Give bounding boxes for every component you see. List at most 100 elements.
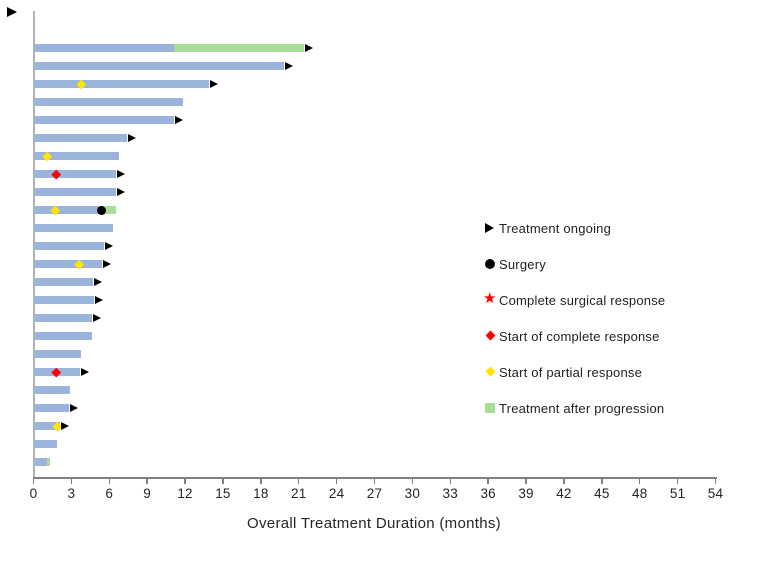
treatment-bar [33,404,69,412]
x-tick [108,478,111,484]
treatment-bar [33,116,174,124]
x-tick [714,478,717,484]
x-tick-label: 12 [177,486,193,501]
legend-label: Start of partial response [499,364,643,380]
x-tick-label: 54 [707,486,724,501]
x-tick-label: 27 [366,486,383,501]
treatment-bar [33,260,102,268]
x-tick [525,478,527,484]
x-tick [601,478,603,484]
treatment-bar [33,134,127,142]
legend-item: Surgery [484,255,546,273]
treatment-ongoing-arrow-icon [69,403,78,412]
x-tick-label: 39 [518,486,534,501]
treatment-bar [33,332,92,340]
mouse-cursor-icon [7,7,17,17]
treatment-ongoing-arrow-icon [95,295,104,304]
legend-label: Surgery [499,256,546,272]
legend-item: Treatment ongoing [484,219,611,237]
legend-label: Complete surgical response [499,292,666,308]
treatment-bar [33,350,82,358]
progression-bar [173,44,304,52]
treatment-bar [33,440,58,448]
treatment-bar [33,98,183,106]
x-tick-label: 48 [632,486,648,501]
treatment-ongoing-arrow-icon [105,241,114,250]
treatment-ongoing-arrow-icon [116,169,125,178]
x-tick [373,478,376,484]
legend-item: Treatment after progression [484,399,664,417]
treatment-bar [33,44,174,52]
treatment-bar [33,206,105,214]
x-tick [487,478,489,484]
treatment-bar [33,152,120,160]
x-tick-label: 15 [215,486,231,501]
treatment-bar [33,188,116,196]
treatment-bar [33,278,93,286]
legend-diamond-icon [484,365,498,379]
x-tick [297,478,300,484]
legend-label: Start of complete response [499,328,660,344]
x-tick [449,478,452,484]
treatment-ongoing-arrow-icon [210,79,219,88]
treatment-bar [33,386,71,394]
legend-item: ★ Complete surgical response [483,291,666,309]
x-tick-label: 51 [669,486,686,501]
treatment-ongoing-arrow-icon [304,43,313,52]
treatment-bar [33,422,61,430]
x-tick [335,478,338,484]
x-tick-label: 45 [594,486,610,501]
legend-label: Treatment after progression [499,400,665,416]
x-tick-label: 30 [404,486,421,501]
x-tick-label: 6 [105,486,114,501]
legend-item: Start of complete response [484,327,660,345]
treatment-ongoing-arrow-icon [116,187,125,196]
x-tick-label: 18 [253,486,269,501]
x-tick-label: 33 [442,486,458,501]
x-tick [70,478,73,484]
progression-bar [104,206,116,214]
x-tick-label: 0 [29,486,38,501]
x-tick [184,478,186,484]
x-tick-label: 24 [328,486,345,501]
treatment-ongoing-arrow-icon [127,133,136,142]
treatment-ongoing-arrow-icon [92,313,101,322]
treatment-bar [33,224,114,232]
x-tick-label: 21 [291,486,307,501]
legend-triangle-right-icon [484,221,498,235]
x-tick-label: 42 [556,486,572,501]
legend-circle-icon [484,257,498,271]
progression-bar [47,458,50,466]
x-tick [411,478,414,484]
treatment-ongoing-arrow-icon [61,421,70,430]
legend-label: Treatment ongoing [499,220,612,236]
treatment-bar [33,314,92,322]
x-tick [260,478,262,484]
legend-diamond-icon [484,329,498,343]
x-tick [563,478,565,484]
legend-square-icon [484,401,498,415]
legend-item: Start of partial response [484,363,642,381]
x-tick-label: 3 [67,486,76,501]
x-tick [676,478,679,484]
treatment-ongoing-arrow-icon [81,367,90,376]
x-tick [146,478,148,484]
treatment-ongoing-arrow-icon [174,115,183,124]
x-tick [32,478,35,484]
x-axis-title: Overall Treatment Duration (months) [247,515,501,532]
x-tick-label: 9 [143,486,152,501]
treatment-ongoing-arrow-icon [93,277,102,286]
treatment-bar [33,242,105,250]
treatment-ongoing-arrow-icon [102,259,111,268]
surgery-marker [97,205,107,215]
treatment-bar [33,458,48,466]
x-tick-label: 36 [480,486,496,501]
treatment-bar [33,296,95,304]
treatment-ongoing-arrow-icon [284,61,293,70]
treatment-bar [33,62,284,70]
treatment-bar [33,80,210,88]
x-tick [638,478,641,484]
treatment-bar [33,170,116,178]
